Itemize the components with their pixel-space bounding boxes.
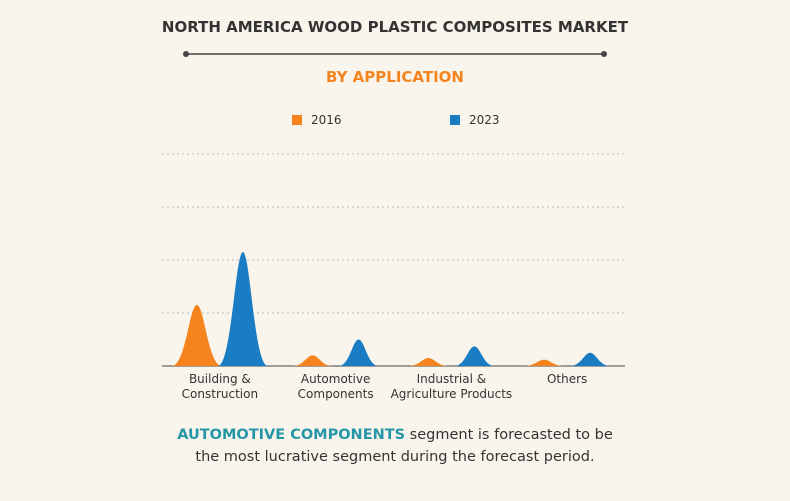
x-tick-label: Industrial & Agriculture Products (390, 372, 513, 401)
peak (454, 346, 495, 366)
peak (171, 305, 222, 366)
rule-dot (183, 51, 189, 57)
legend-label: 2023 (469, 113, 500, 127)
x-tick-label: Automotive Components (297, 372, 374, 401)
footer-highlight: AUTOMOTIVE COMPONENTS (177, 427, 406, 443)
x-tick-label: Building & Construction (181, 372, 259, 401)
peak (408, 358, 449, 366)
x-tick-label: Others (546, 372, 588, 386)
peak (338, 339, 379, 366)
rule-dot (601, 51, 607, 57)
footer: AUTOMOTIVE COMPONENTS segment is forecas… (170, 424, 620, 468)
peak (570, 352, 611, 366)
legend-label: 2016 (311, 113, 342, 127)
peak (292, 355, 333, 366)
chart-subtitle: BY APPLICATION (326, 68, 464, 86)
chart-title: NORTH AMERICA WOOD PLASTIC COMPOSITES MA… (162, 18, 629, 36)
peak (217, 252, 268, 366)
peak (524, 359, 565, 366)
footer-text: segment is forecasted to be the most luc… (195, 427, 613, 465)
legend-swatch (292, 115, 302, 125)
legend-swatch (450, 115, 460, 125)
